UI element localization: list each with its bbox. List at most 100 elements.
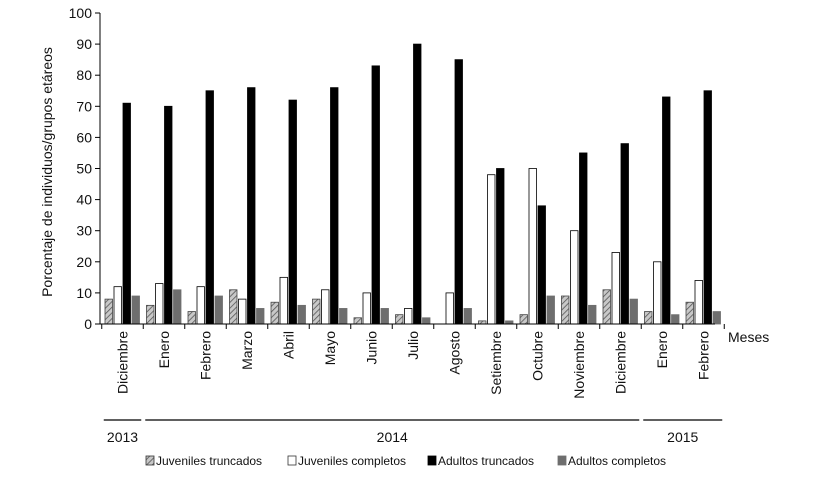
bar-adultos-completos bbox=[546, 295, 555, 325]
bar-juveniles-truncados bbox=[395, 314, 404, 325]
bar-juveniles-truncados bbox=[104, 298, 113, 325]
bar-adultos-completos bbox=[256, 308, 265, 325]
bar-juveniles-completos bbox=[528, 168, 537, 325]
x-tick-label: Abril bbox=[281, 331, 297, 359]
bar-juveniles-completos bbox=[238, 298, 247, 325]
bar-juveniles-completos bbox=[653, 261, 662, 325]
year-label: 2015 bbox=[667, 429, 698, 445]
y-axis-title: Porcentaje de individuos/grupos etáreos bbox=[39, 47, 55, 297]
y-tick-label: 40 bbox=[76, 192, 92, 208]
bar-adultos-truncados bbox=[247, 87, 256, 325]
bar-adultos-truncados bbox=[454, 59, 463, 325]
bar-adultos-truncados bbox=[703, 90, 712, 325]
bar-juveniles-truncados bbox=[561, 295, 570, 325]
x-tick-label: Agosto bbox=[447, 331, 463, 375]
bar-adultos-completos bbox=[339, 308, 348, 325]
bar-adultos-completos bbox=[173, 289, 182, 325]
x-tick-label: Julio bbox=[405, 331, 421, 360]
legend-label: Juveniles completos bbox=[298, 454, 406, 468]
bar-adultos-truncados bbox=[164, 105, 173, 325]
bar-juveniles-completos bbox=[196, 286, 205, 325]
bar-juveniles-truncados bbox=[146, 304, 155, 325]
x-tick-label: Mayo bbox=[322, 331, 338, 365]
bar-juveniles-completos bbox=[404, 308, 413, 325]
x-tick-label: Octubre bbox=[530, 331, 546, 381]
bar-adultos-completos bbox=[422, 317, 431, 325]
bar-juveniles-completos bbox=[362, 292, 371, 325]
y-tick-label: 60 bbox=[76, 129, 92, 145]
bar-juveniles-truncados bbox=[602, 289, 611, 325]
bar-juveniles-truncados bbox=[229, 289, 238, 325]
x-tick-label: Febrero bbox=[696, 331, 712, 380]
bar-juveniles-completos bbox=[155, 283, 164, 325]
y-axis: 0 10 20 30 40 50 60 70 80 90 100 bbox=[69, 5, 101, 332]
bar-adultos-truncados bbox=[122, 102, 131, 325]
bar-juveniles-completos bbox=[611, 252, 620, 325]
bar-adultos-completos bbox=[380, 308, 389, 325]
legend-swatch bbox=[557, 455, 567, 466]
legend-swatch bbox=[427, 455, 437, 466]
bar-juveniles-truncados bbox=[312, 298, 321, 325]
year-label: 2014 bbox=[377, 429, 408, 445]
y-tick-label: 30 bbox=[76, 223, 92, 239]
bar-adultos-truncados bbox=[330, 87, 339, 325]
y-tick-label: 100 bbox=[69, 5, 93, 21]
legend-label: Adultos completos bbox=[568, 454, 666, 468]
bar-adultos-completos bbox=[588, 304, 597, 325]
x-tick-label: Marzo bbox=[239, 331, 255, 370]
y-tick-label: 10 bbox=[76, 285, 92, 301]
y-tick-label: 80 bbox=[76, 67, 92, 83]
bar-juveniles-truncados bbox=[685, 301, 694, 325]
bar-adultos-truncados bbox=[496, 168, 505, 325]
bar-adultos-completos bbox=[629, 298, 638, 325]
x-tick-label: Setiembre bbox=[488, 331, 504, 395]
bar-juveniles-completos bbox=[487, 174, 496, 325]
bars bbox=[104, 43, 721, 325]
bar-juveniles-truncados bbox=[644, 311, 653, 325]
x-tick-label: Diciembre bbox=[115, 331, 131, 394]
bar-adultos-completos bbox=[712, 311, 721, 325]
bar-adultos-completos bbox=[297, 304, 306, 325]
bar-juveniles-completos bbox=[570, 230, 579, 325]
bar-adultos-truncados bbox=[579, 152, 588, 325]
bar-juveniles-truncados bbox=[353, 317, 362, 325]
x-tick-label: Enero bbox=[654, 331, 670, 369]
y-tick-label: 90 bbox=[76, 36, 92, 52]
y-tick-label: 0 bbox=[84, 316, 92, 332]
bar-juveniles-truncados bbox=[270, 301, 279, 325]
x-tick-label: Junio bbox=[364, 331, 380, 365]
x-tick-label: Noviembre bbox=[571, 331, 587, 399]
bar-juveniles-completos bbox=[694, 280, 703, 325]
legend: Juveniles truncados Juveniles completos Ad… bbox=[145, 454, 666, 468]
x-tick-label: Diciembre bbox=[613, 331, 629, 394]
legend-swatch bbox=[145, 455, 155, 466]
bar-juveniles-truncados bbox=[187, 311, 196, 325]
bar-adultos-truncados bbox=[537, 205, 546, 325]
bar-adultos-completos bbox=[671, 314, 680, 325]
year-label: 2013 bbox=[107, 429, 138, 445]
bar-adultos-truncados bbox=[413, 43, 422, 325]
bar-adultos-truncados bbox=[288, 99, 297, 325]
bar-adultos-completos bbox=[131, 295, 140, 325]
bar-adultos-truncados bbox=[371, 65, 380, 325]
bar-juveniles-truncados bbox=[519, 314, 528, 325]
bar-adultos-truncados bbox=[205, 90, 214, 325]
x-tick-label: Enero bbox=[156, 331, 172, 369]
y-tick-label: 70 bbox=[76, 98, 92, 114]
legend-label: Juveniles truncados bbox=[156, 454, 262, 468]
y-tick-label: 50 bbox=[76, 161, 92, 177]
bar-juveniles-completos bbox=[445, 292, 454, 325]
x-axis-title: Meses bbox=[728, 329, 769, 345]
x-axis: Diciembre Enero Febrero Marzo Abril Mayo Junio… bbox=[100, 323, 725, 399]
bar-juveniles-completos bbox=[279, 276, 288, 325]
bar-juveniles-completos bbox=[113, 286, 122, 325]
bar-adultos-truncados bbox=[662, 96, 671, 325]
x-tick-label: Febrero bbox=[198, 331, 214, 380]
bar-juveniles-completos bbox=[321, 289, 330, 325]
y-tick-label: 20 bbox=[76, 254, 92, 270]
legend-label: Adultos truncados bbox=[438, 454, 534, 468]
bar-adultos-truncados bbox=[620, 143, 629, 325]
bar-adultos-completos bbox=[214, 295, 223, 325]
legend-swatch bbox=[287, 455, 297, 466]
